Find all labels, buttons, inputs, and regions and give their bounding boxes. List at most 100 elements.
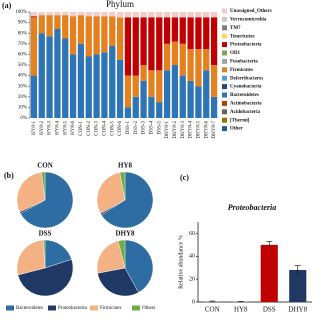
- bar-segment: [210, 96, 218, 118]
- bar-segment: [109, 16, 116, 46]
- y-tick-label: 40: [189, 254, 195, 260]
- bar-segment: [195, 17, 202, 50]
- legend-label: [Thermi]: [230, 118, 250, 123]
- y-axis-label: Relative abundance %: [178, 235, 184, 289]
- bar-segment: [132, 12, 139, 18]
- bar-segment: [30, 16, 38, 18]
- bar-segment: [171, 41, 179, 65]
- pie-slice: [101, 171, 154, 229]
- bar-segment: [116, 17, 124, 60]
- pie-title: DSS: [39, 230, 52, 238]
- bar-segment: [195, 49, 202, 87]
- legend-label: Verrucomicrobia: [230, 18, 267, 23]
- bar-segment: [93, 12, 100, 17]
- bar-segment: [140, 65, 147, 81]
- x-tick-label: DHY8-5: [197, 121, 202, 139]
- bar-segment: [85, 16, 92, 57]
- legend-label: Others: [142, 306, 155, 311]
- bar-segment: [46, 36, 53, 118]
- y-tick-label: 20: [189, 277, 195, 283]
- legend-label: Bacteroidetes: [230, 93, 259, 98]
- x-tick-label: DHY8-2: [173, 121, 178, 139]
- x-tick-label: DSS-1: [126, 121, 131, 135]
- legend-swatch: [222, 75, 227, 81]
- bar-segment: [109, 12, 116, 17]
- legend-label: TM7: [230, 26, 241, 31]
- bar-segment: [54, 28, 61, 118]
- legend-swatch: [222, 42, 227, 48]
- y-tick-label: 30%: [18, 84, 27, 89]
- pie-slice: [124, 239, 154, 293]
- bar-segment: [132, 96, 139, 118]
- bar-segment: [30, 75, 38, 118]
- bar-segment: [187, 17, 194, 50]
- x-tick-label: CON: [205, 306, 220, 314]
- legend-swatch: [222, 67, 227, 73]
- legend-swatch: [48, 305, 56, 311]
- bar-segment: [156, 17, 163, 71]
- bar-segment: [85, 12, 92, 17]
- y-tick-label: 50%: [18, 63, 27, 68]
- legend-swatch: [222, 100, 227, 106]
- x-tick-label: CON-1: [79, 121, 84, 136]
- x-tick-label: DHY8-6: [204, 121, 209, 139]
- bar-segment: [195, 12, 202, 18]
- bar-segment: [77, 43, 85, 118]
- bar-segment: [210, 65, 218, 97]
- bar: [289, 270, 307, 302]
- x-tick-label: HY8-1: [32, 121, 37, 135]
- legend-swatch: [6, 305, 14, 311]
- legend-label: Firmicutes: [100, 306, 121, 311]
- x-tick-label: HY8-5: [63, 121, 68, 135]
- pie-slice: [41, 171, 46, 201]
- bar-segment: [116, 12, 124, 18]
- legend-label: Unassigned_Others: [230, 9, 272, 14]
- bar-segment: [179, 17, 186, 44]
- bar-segment: [132, 75, 139, 97]
- legend-swatch: [222, 126, 227, 132]
- pie-slice: [43, 239, 46, 269]
- bar-segment: [30, 12, 38, 17]
- legend-label: Firmicutes: [230, 68, 253, 73]
- bar-segment: [179, 12, 186, 18]
- bar-segment: [69, 12, 77, 17]
- x-tick-label: CON-5: [110, 121, 115, 136]
- bar-segment: [101, 16, 108, 53]
- x-tick-label: HY8-4: [56, 121, 61, 135]
- bar-segment: [54, 15, 61, 29]
- bar-segment: [171, 65, 179, 118]
- legend-label: Fusobacteria: [230, 60, 258, 65]
- pie-slice: [16, 239, 46, 276]
- bar-segment: [116, 59, 124, 118]
- bar-segment: [124, 12, 132, 18]
- bar-segment: [163, 70, 171, 118]
- bar-segment: [69, 54, 77, 118]
- bar-segment: [163, 43, 171, 71]
- bar-segment: [156, 12, 163, 18]
- bar-segment: [203, 70, 210, 118]
- bar-segment: [140, 17, 147, 65]
- x-tick-label: DSS-4: [150, 121, 155, 135]
- x-tick-label: DHY8-4: [189, 121, 194, 139]
- legend-label: Other: [230, 127, 244, 132]
- y-tick-label: 0: [192, 299, 195, 305]
- bar-segment: [203, 49, 210, 71]
- bar-segment: [46, 15, 53, 37]
- legend-swatch: [222, 92, 227, 98]
- bar: [260, 244, 278, 302]
- legend-swatch: [222, 25, 227, 31]
- pie-slice: [117, 239, 126, 269]
- bar-segment: [124, 75, 132, 108]
- bar-segment: [148, 17, 155, 71]
- bar-segment: [101, 52, 108, 118]
- bar-segment: [93, 16, 100, 55]
- y-tick-label: 70%: [18, 42, 27, 47]
- y-tick-label: 10%: [18, 106, 27, 111]
- bar-segment: [148, 12, 155, 18]
- bar-segment: [38, 33, 45, 119]
- bar-segment: [195, 86, 202, 118]
- pie-title: DHY8: [115, 230, 135, 238]
- legend-label: Tenericutes: [230, 34, 255, 39]
- bar-segment: [163, 12, 171, 18]
